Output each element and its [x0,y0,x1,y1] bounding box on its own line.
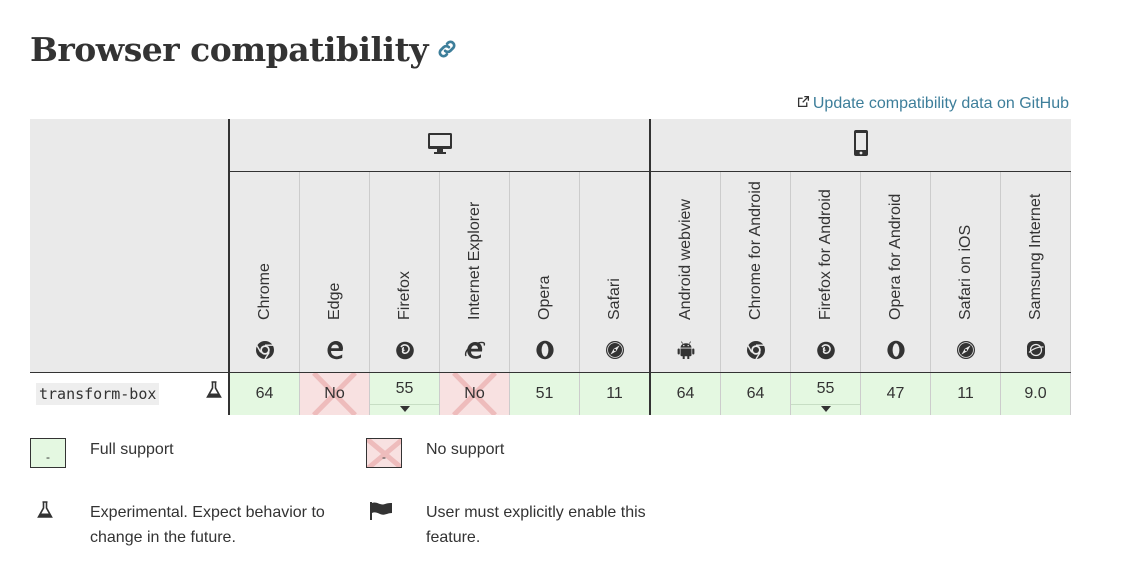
support-cell-samsung-internet: 9.0 [1000,372,1071,415]
feature-row: transform-box 64 No 55 No 51 11 64 64 55 47 11 9.0 [30,371,1071,417]
browser-name: Firefox [395,271,413,320]
mobile-icon [853,129,869,161]
table-corner [30,119,230,373]
update-compat-link-text: Update compatibility data on GitHub [812,95,1069,112]
support-version: No [324,385,345,402]
compat-table: Chrome Edge Firefox Internet Explorer Opera S… [30,119,1071,417]
legend-no-support-swatch: - [366,438,402,468]
browser-name: Opera for Android [886,193,904,320]
external-link-icon [797,95,810,113]
support-cell-opera-for-android: 47 [860,372,931,415]
legend-flag-icon [369,501,393,526]
browser-name: Android webview [676,199,694,320]
browser-header-opera: Opera [509,171,580,373]
legend-experimental-label: Experimental. Expect behavior to change i… [90,500,325,550]
support-cell-chrome-for-android: 64 [720,372,791,415]
ie-icon [464,340,486,365]
browser-header-opera-for-android: Opera for Android [860,171,931,373]
firefox-icon [816,340,836,365]
legend-experimental-icon [37,501,53,524]
browser-header-chrome: Chrome [229,171,300,373]
browser-header-chrome-for-android: Chrome for Android [720,171,791,373]
support-cell-safari: 11 [579,372,651,415]
browser-header-firefox-for-android: Firefox for Android [790,171,861,373]
expand-toggle[interactable] [791,404,860,415]
platform-desktop [229,119,651,172]
feature-name: transform-box [36,383,160,405]
caret-down-icon [399,406,410,412]
browser-name: Safari on iOS [956,224,974,320]
browser-name: Samsung Internet [1026,193,1044,320]
android-icon [676,340,696,365]
no-support-x-icon [440,371,509,417]
support-cell-opera: 51 [509,372,580,415]
browser-name: Chrome for Android [746,181,764,320]
samsung-icon [1026,340,1046,365]
platform-mobile [650,119,1071,172]
edge-icon [325,340,345,365]
safari-icon [605,340,625,365]
opera-icon [886,340,906,365]
page-title-text: Browser compatibility [30,30,429,69]
support-version: 55 [395,380,414,397]
no-support-x-icon [367,439,401,467]
browser-name: Firefox for Android [816,189,834,320]
browser-header-safari: Safari [579,171,651,373]
support-cell-edge: No [299,371,370,417]
support-cell-firefox[interactable]: 55 [369,372,440,415]
swatch-mark: - [46,450,50,464]
browser-name: Opera [535,275,553,320]
firefox-icon [395,340,415,365]
swatch-mark: - [382,450,386,464]
support-version: 55 [816,380,835,397]
caret-down-icon [820,406,831,412]
support-cell-chrome: 64 [229,372,300,415]
support-cell-internet-explorer: No [439,371,510,417]
support-version: 11 [606,385,623,402]
browser-name: Internet Explorer [465,201,483,320]
support-version: 11 [957,385,974,402]
browser-name: Edge [325,282,343,320]
browser-row: Chrome Edge Firefox Internet Explorer Opera S… [30,171,1071,373]
platform-row [30,119,1071,373]
legend-flag-line2: feature. [426,529,481,546]
browser-name: Chrome [255,263,273,320]
support-version: 47 [886,385,905,402]
legend-full-support-label: Full support [90,441,174,458]
safari-icon [956,340,976,365]
feature-name-cell: transform-box [30,372,230,415]
update-compat-link[interactable]: Update compatibility data on GitHub [797,95,1069,113]
legend-experimental-line2: change in the future. [90,529,236,546]
browser-header-safari-on-ios: Safari on iOS [930,171,1001,373]
support-cell-safari-on-ios: 11 [930,372,1001,415]
browser-header-android-webview: Android webview [650,171,721,373]
legend-no-support-label: No support [426,441,505,458]
support-version: 64 [746,385,765,402]
support-cell-firefox-for-android[interactable]: 55 [790,372,861,415]
no-support-x-icon [300,371,369,417]
browser-name: Safari [605,278,623,320]
browser-header-firefox: Firefox [369,171,440,373]
browser-header-edge: Edge [299,171,370,373]
opera-icon [535,340,555,365]
chrome-icon [746,340,766,365]
legend-flag-label: User must explicitly enable this feature. [426,500,646,550]
chrome-icon [255,340,275,365]
support-version: 64 [676,385,695,402]
support-cell-android-webview: 64 [650,372,721,415]
support-version: 64 [255,385,274,402]
expand-toggle[interactable] [370,404,439,415]
browser-header-internet-explorer: Internet Explorer [439,171,510,373]
experimental-icon [206,381,222,404]
desktop-icon [427,132,453,159]
legend-flag-line1: User must explicitly enable this [426,504,646,521]
support-version: No [464,385,485,402]
page-title: Browser compatibility [30,28,458,72]
browser-header-samsung-internet: Samsung Internet [1000,171,1071,373]
support-version: 9.0 [1024,385,1047,402]
legend-experimental-line1: Experimental. Expect behavior to [90,504,325,521]
legend-full-support-swatch: - [30,438,66,468]
support-version: 51 [535,385,554,402]
link-icon[interactable] [436,27,458,71]
